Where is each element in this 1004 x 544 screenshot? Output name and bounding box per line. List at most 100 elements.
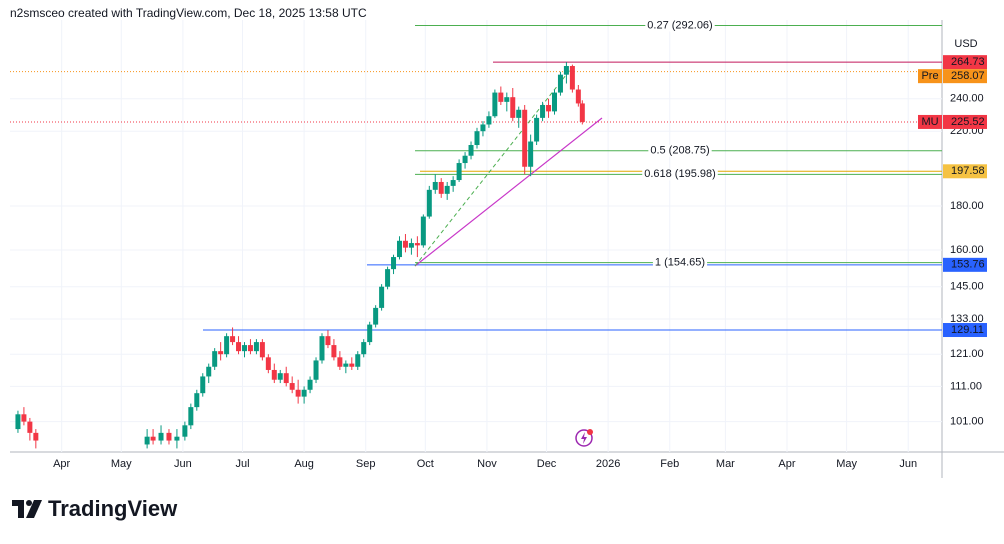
candle-body xyxy=(355,354,361,367)
price-tag: Pre xyxy=(921,70,938,82)
candle-body xyxy=(456,163,462,181)
candle-body xyxy=(504,97,510,102)
candle-body xyxy=(144,436,150,445)
currency-label: USD xyxy=(954,38,977,50)
y-tick-label: 160.00 xyxy=(950,244,984,256)
candle-body xyxy=(27,421,33,433)
candle-body xyxy=(253,342,259,352)
price-badge-label: 258.07 xyxy=(951,70,985,82)
x-tick-label: Feb xyxy=(660,458,679,470)
candle-body xyxy=(241,345,247,352)
candle-body xyxy=(432,181,438,190)
candle-body xyxy=(150,436,156,441)
candle-body xyxy=(206,366,212,377)
candle-body xyxy=(33,432,39,441)
logo-mark xyxy=(12,500,42,518)
candle-body xyxy=(337,357,343,367)
candle-body xyxy=(15,414,21,430)
price-badge-label: 129.11 xyxy=(951,324,984,336)
fib-label: 0.5 (208.75) xyxy=(650,145,709,157)
candle-body xyxy=(534,117,540,142)
candle-body xyxy=(343,363,349,367)
candle-body xyxy=(468,145,474,156)
candle-body xyxy=(313,360,319,380)
fib-label-bg xyxy=(652,256,708,269)
candle-body xyxy=(373,307,379,325)
candle-body xyxy=(212,351,218,367)
price-badge-label: 225.52 xyxy=(951,116,985,128)
y-tick-label: 145.00 xyxy=(950,281,984,293)
candle-body xyxy=(546,105,552,112)
candle-body xyxy=(438,181,444,194)
candle-body xyxy=(540,105,546,118)
candle-body xyxy=(259,342,265,358)
logo-shape xyxy=(12,500,24,518)
x-tick-label: May xyxy=(111,458,132,470)
candle-body xyxy=(158,432,164,441)
candle-body xyxy=(444,185,450,194)
candle-body xyxy=(307,379,313,390)
candle-body xyxy=(367,324,373,343)
candle-body xyxy=(271,369,277,380)
candle-body xyxy=(295,389,301,397)
x-tick-label: Aug xyxy=(294,458,314,470)
fib-label: 1 (154.65) xyxy=(655,257,705,269)
logo-dot xyxy=(26,500,32,506)
y-tick-label: 121.00 xyxy=(950,348,984,360)
x-tick-label: Nov xyxy=(477,458,497,470)
candle-body xyxy=(557,74,563,93)
candle-body xyxy=(516,109,522,118)
price-badge xyxy=(943,164,987,179)
candle-body xyxy=(182,425,188,437)
candle-body xyxy=(569,66,575,90)
price-tag-bg xyxy=(918,114,942,129)
candle-body xyxy=(289,383,295,390)
candle-body xyxy=(319,336,325,361)
candle-body xyxy=(200,376,206,394)
candle-body xyxy=(486,116,492,125)
candle-body xyxy=(166,432,172,441)
candle-body xyxy=(528,141,534,167)
candle-body xyxy=(480,124,486,132)
plot xyxy=(15,62,585,449)
x-tick-label: Sep xyxy=(356,458,376,470)
candle-body xyxy=(379,286,385,308)
logo-text: TradingView xyxy=(48,496,178,521)
candle-body xyxy=(188,407,194,426)
lightning-icon xyxy=(575,429,593,447)
icon-bolt xyxy=(581,432,587,444)
candle-body xyxy=(174,436,180,441)
y-tick-label: 133.00 xyxy=(950,313,984,325)
x-tick-label: Oct xyxy=(417,458,434,470)
y-tick-label: 101.00 xyxy=(950,416,984,428)
fib-label-bg xyxy=(642,168,718,181)
x-tick-label: Dec xyxy=(537,458,557,470)
price-badge xyxy=(943,114,987,129)
x-tick-label: 2026 xyxy=(596,458,620,470)
x-tick-label: Jun xyxy=(174,458,192,470)
candle-body xyxy=(579,103,585,122)
candle-body xyxy=(563,66,569,75)
icon-dot xyxy=(587,429,593,435)
candle-body xyxy=(498,92,504,102)
candle-body xyxy=(408,243,414,248)
candle-body xyxy=(522,109,528,167)
axis: 240.00220.00180.00160.00145.00133.00121.… xyxy=(53,38,987,470)
candle-body xyxy=(361,342,367,355)
candle-body xyxy=(391,257,397,270)
candle-body xyxy=(349,363,355,367)
candle-body xyxy=(575,89,581,104)
candle-body xyxy=(474,131,480,146)
candle-body xyxy=(224,336,230,355)
price-badge xyxy=(943,323,987,338)
header-text: n2smsceo created with TradingView.com, D… xyxy=(10,6,367,20)
x-tick-label: Apr xyxy=(778,458,795,470)
candle-body xyxy=(396,240,402,258)
price-badge xyxy=(943,257,987,272)
fib-label-bg xyxy=(648,144,712,157)
x-tick-label: Jul xyxy=(235,458,249,470)
candle-body xyxy=(492,92,498,117)
candle-body xyxy=(325,336,331,346)
x-tick-label: May xyxy=(836,458,857,470)
drawings xyxy=(414,69,603,267)
